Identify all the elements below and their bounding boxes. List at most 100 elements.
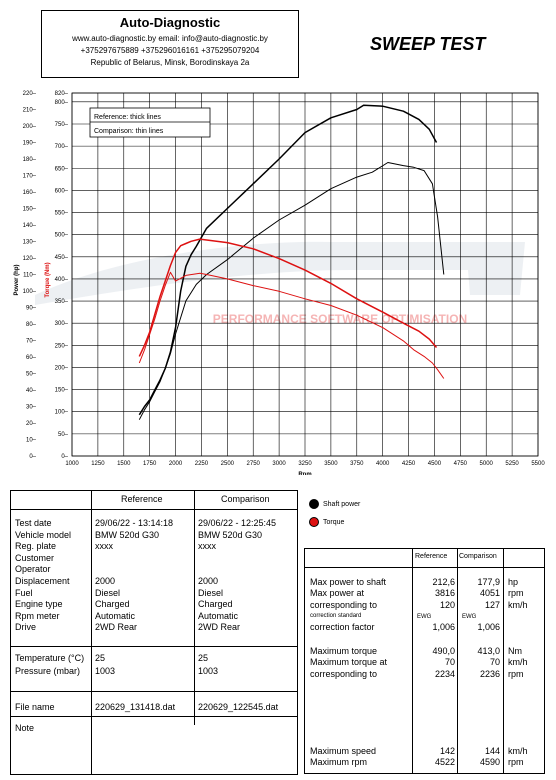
torque-curve-reference — [138, 238, 438, 357]
torque-tick-label: 450– — [55, 255, 69, 261]
torque-tick-label: 200– — [55, 365, 69, 371]
note-label: Note — [15, 723, 35, 733]
x-tick-label: 1750 — [143, 461, 157, 467]
info-row-label: Fuel — [15, 587, 33, 598]
result-comparison: 4051 — [479, 588, 500, 599]
result-reference: 142 — [439, 746, 455, 756]
result-comparison: 177,9 — [477, 577, 500, 587]
power-tick-label: 210– — [23, 108, 37, 114]
result-unit: rpm — [508, 757, 524, 768]
test-info-table: Reference Comparison Test date 29/06/22 -… — [10, 490, 298, 775]
info-row-comparison: xxxx — [198, 541, 216, 552]
watermark: PERFORMANCE SOFTWARE OPTIMISATION — [35, 241, 525, 326]
power-tick-label: 190– — [23, 141, 37, 147]
torque-tick-label: 550– — [55, 211, 69, 217]
x-tick-label: 1250 — [91, 461, 105, 467]
x-tick-label: 4750 — [454, 461, 468, 467]
x-tick-label: 1500 — [117, 461, 131, 467]
legend-shaft-power: Shaft power — [309, 497, 360, 511]
info-row-label: Engine type — [15, 599, 63, 610]
result-unit: rpm — [508, 668, 524, 679]
x-tick-label: 4250 — [402, 461, 416, 467]
dyno-chart: PERFORMANCE SOFTWARE OPTIMISATION 1000 12… — [14, 91, 545, 475]
legend-reference-text: Reference: thick lines — [94, 114, 161, 121]
power-axis-label: Power (hp) — [14, 264, 20, 295]
power-tick-label: 170– — [23, 174, 37, 180]
info-row-reference: xxxx — [95, 541, 113, 552]
results-table: Reference Comparison Max power to shaft 2… — [304, 548, 545, 774]
power-curve-reference — [138, 104, 438, 416]
legend-marker-power — [309, 499, 319, 509]
result-label: correction factor — [310, 622, 375, 633]
legend-marker-torque — [309, 517, 319, 527]
result-comparison: 1,006 — [477, 622, 500, 633]
torque-tick-label: 600– — [55, 188, 69, 194]
power-tick-label: 220– — [23, 91, 37, 97]
info-row-reference: 2WD Rear — [95, 622, 138, 633]
info-row-label: Test date — [15, 518, 52, 528]
result-unit: km/h — [508, 657, 528, 668]
torque-tick-label: 350– — [55, 299, 69, 305]
env-row-comparison: 1003 — [198, 666, 219, 676]
torque-tick-label: 650– — [55, 166, 69, 172]
report-title: SWEEP TEST — [370, 34, 486, 54]
result-reference: 3816 — [434, 588, 455, 599]
results-header-reference: Reference — [415, 553, 448, 560]
torque-curve-comparison — [138, 271, 445, 379]
info-row-reference: Automatic — [95, 610, 136, 621]
info-row-label: Operator — [15, 564, 51, 575]
info-row-reference: 2000 — [95, 576, 116, 586]
info-row-comparison: 29/06/22 - 12:25:45 — [198, 518, 277, 528]
x-tick-label: 2500 — [221, 461, 235, 467]
info-row-label: Vehicle model — [15, 529, 72, 540]
address-line: Republic of Belarus, Minsk, Borodinskaya… — [90, 58, 250, 67]
legend-label-torque: Torque — [323, 518, 345, 526]
power-tick-label: 100– — [23, 289, 37, 295]
result-label: correction standard — [310, 612, 362, 619]
x-tick-label: 1000 — [65, 461, 79, 467]
info-row-comparison: 2WD Rear — [198, 622, 241, 633]
x-axis-label: Rpm — [298, 472, 311, 475]
env-row-reference: 25 — [95, 653, 106, 663]
torque-tick-label: 150– — [55, 388, 69, 394]
legend-comparison-text: Comparison: thin lines — [94, 128, 164, 135]
power-tick-label: 20– — [26, 421, 37, 427]
result-comparison: EWG — [462, 613, 477, 620]
env-row-reference: 1003 — [95, 666, 116, 676]
power-tick-label: 50– — [26, 372, 37, 378]
x-tick-label: 2250 — [195, 461, 209, 467]
result-label: Maximum torque — [310, 646, 378, 656]
chart-axes: 1000 1250 1500 1750 2000 2250 2500 2750 3000 3250… — [14, 91, 545, 475]
x-tick-label: 3000 — [272, 461, 286, 467]
result-label: Max power to shaft — [310, 577, 387, 587]
torque-tick-label: 100– — [55, 410, 69, 416]
env-row-comparison: 25 — [198, 653, 209, 663]
result-reference: 4522 — [434, 757, 455, 768]
result-reference: EWG — [417, 613, 432, 620]
x-tick-label: 5250 — [505, 461, 519, 467]
torque-tick-label: 50– — [58, 432, 69, 438]
x-tick-label: 5500 — [531, 461, 545, 467]
power-tick-label: 200– — [23, 124, 37, 130]
result-reference: 212,6 — [432, 577, 455, 587]
watermark-text: PERFORMANCE SOFTWARE OPTIMISATION — [213, 312, 467, 326]
result-comparison: 2236 — [479, 668, 500, 679]
info-row-label: Reg. plate — [15, 541, 57, 552]
torque-tick-label: 300– — [55, 321, 69, 327]
power-tick-label: 80– — [26, 322, 37, 328]
info-row-comparison: Diesel — [198, 587, 224, 598]
result-label: Max power at — [310, 588, 365, 599]
result-unit: km/h — [508, 746, 528, 756]
power-tick-label: 110– — [23, 273, 37, 279]
env-row-label: Temperature (°C) — [15, 653, 85, 663]
line-style-legend: Reference: thick lines Comparison: thin l… — [89, 107, 211, 138]
result-label: Maximum rpm — [310, 757, 368, 768]
info-row-label: Rpm meter — [15, 610, 60, 621]
contact-line: www.auto-diagnostic.by email: info@auto-… — [72, 34, 268, 43]
x-tick-label: 4000 — [376, 461, 390, 467]
info-row-comparison: 2000 — [198, 576, 219, 586]
torque-axis-label: Torque (Nm) — [45, 262, 51, 297]
torque-tick-label: 820– — [55, 91, 69, 97]
chart-grid — [71, 92, 539, 457]
company-name: Auto-Diagnostic — [119, 15, 221, 30]
